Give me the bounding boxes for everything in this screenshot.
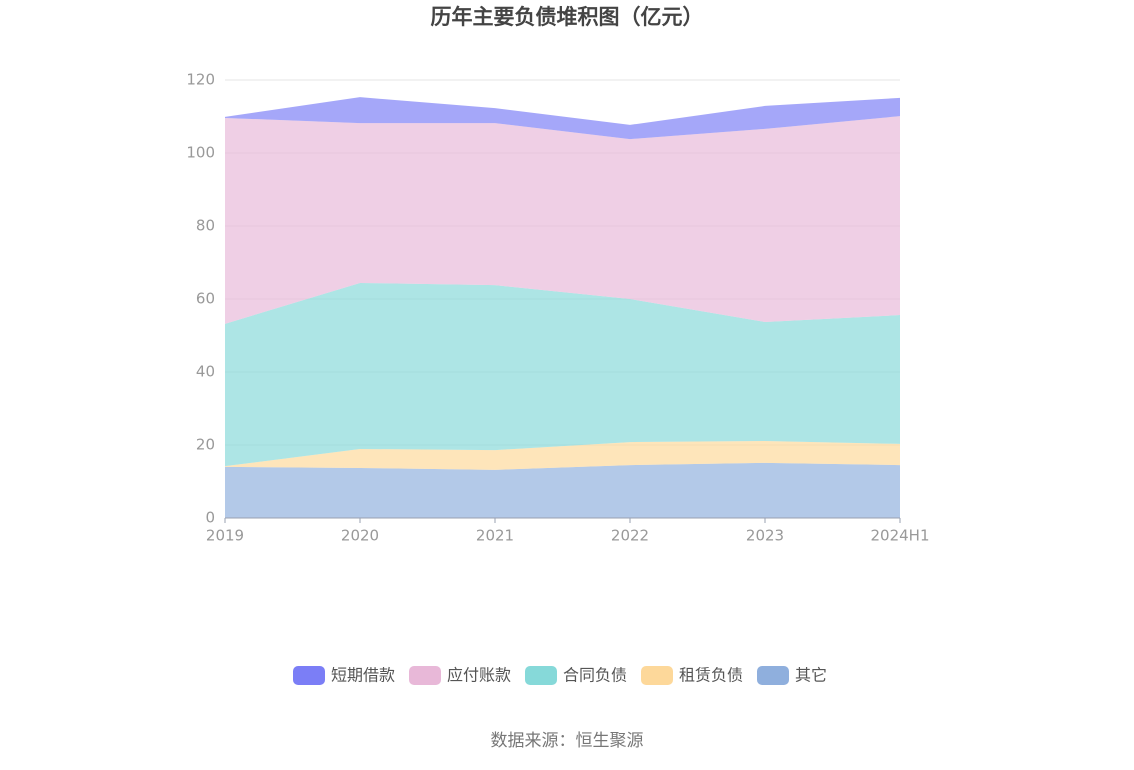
y-tick-label: 20 — [196, 436, 215, 454]
source: 数据来源：恒生聚源 — [491, 731, 644, 751]
y-tick-label: 0 — [205, 509, 215, 527]
legend-label: 短期借款 — [331, 666, 395, 685]
chart-title: 历年主要负债堆积图（亿元） — [431, 5, 704, 29]
area — [225, 97, 900, 140]
legend-swatch — [409, 666, 441, 685]
x-tick-label: 2021 — [476, 527, 514, 545]
y-tick-label: 100 — [186, 144, 215, 162]
legend-label: 应付账款 — [447, 666, 511, 685]
legend-label: 其它 — [795, 666, 827, 685]
area — [225, 462, 900, 518]
legend-swatch — [757, 666, 789, 685]
y-tick-label: 80 — [196, 217, 215, 235]
legend-swatch — [293, 666, 325, 685]
area — [225, 116, 900, 324]
legend-label: 租赁负债 — [679, 666, 743, 685]
x-tick-label: 2020 — [341, 527, 379, 545]
area — [225, 282, 900, 467]
y-tick-label: 120 — [186, 71, 215, 89]
x-tick-label: 2019 — [206, 527, 244, 545]
x-tick-label: 2022 — [611, 527, 649, 545]
y-tick-label: 60 — [196, 290, 215, 308]
x-tick-label: 2023 — [746, 527, 784, 545]
legend-label: 合同负债 — [563, 666, 627, 685]
legend-swatch — [641, 666, 673, 685]
legend-swatch — [525, 666, 557, 685]
area — [225, 440, 900, 470]
y-tick-label: 40 — [196, 363, 215, 381]
x-tick-label: 2024H1 — [871, 527, 930, 545]
